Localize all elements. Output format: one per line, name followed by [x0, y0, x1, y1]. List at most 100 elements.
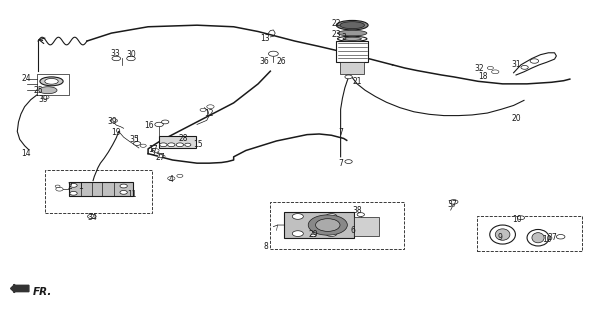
Ellipse shape [490, 225, 515, 244]
Circle shape [126, 56, 135, 61]
Ellipse shape [340, 22, 365, 29]
Circle shape [316, 219, 340, 231]
Text: 13: 13 [260, 34, 270, 43]
Circle shape [345, 75, 352, 79]
Text: 5: 5 [150, 148, 155, 156]
Circle shape [207, 105, 214, 108]
Text: 4: 4 [169, 174, 174, 184]
Text: 19: 19 [112, 128, 121, 137]
Ellipse shape [338, 30, 367, 36]
Circle shape [308, 215, 348, 235]
Text: 37: 37 [448, 200, 457, 209]
Circle shape [120, 184, 127, 188]
Text: 34: 34 [87, 213, 97, 222]
Circle shape [200, 108, 206, 111]
Text: FR.: FR. [33, 287, 53, 297]
Text: 14: 14 [21, 149, 31, 158]
Circle shape [492, 70, 499, 74]
Circle shape [133, 142, 141, 145]
Bar [159, 136, 196, 148]
Ellipse shape [495, 229, 510, 240]
Text: 23: 23 [332, 30, 341, 39]
Text: 37: 37 [548, 233, 558, 242]
Text: 12: 12 [204, 108, 214, 117]
Text: 28: 28 [179, 134, 188, 143]
Circle shape [177, 174, 183, 178]
Circle shape [70, 183, 77, 187]
Bar [69, 182, 133, 196]
Circle shape [311, 234, 316, 237]
Circle shape [120, 190, 127, 194]
Circle shape [152, 148, 159, 152]
Text: 3: 3 [341, 33, 346, 42]
Text: 16: 16 [144, 121, 154, 130]
Text: 17: 17 [148, 145, 158, 154]
Circle shape [110, 119, 117, 123]
Circle shape [326, 214, 337, 219]
Text: 25: 25 [33, 86, 43, 95]
Ellipse shape [39, 87, 57, 94]
Circle shape [345, 160, 352, 164]
Text: 6: 6 [351, 226, 356, 235]
Bar [270, 202, 403, 249]
Text: 10: 10 [542, 236, 551, 244]
Circle shape [292, 231, 303, 236]
Text: 15: 15 [193, 140, 203, 149]
Text: 31: 31 [511, 60, 521, 69]
Circle shape [161, 120, 169, 124]
Polygon shape [10, 284, 29, 292]
Ellipse shape [527, 229, 549, 246]
Circle shape [88, 214, 96, 219]
Circle shape [517, 216, 524, 220]
Circle shape [292, 214, 303, 219]
Text: 36: 36 [259, 57, 269, 66]
Text: 18: 18 [478, 72, 488, 81]
Ellipse shape [45, 78, 58, 84]
Circle shape [112, 56, 120, 61]
Circle shape [42, 95, 49, 99]
Text: 11: 11 [128, 190, 137, 199]
Circle shape [185, 143, 191, 146]
Text: 9: 9 [497, 233, 502, 242]
Text: 20: 20 [511, 114, 521, 123]
Circle shape [168, 177, 175, 180]
Bar [45, 171, 152, 213]
Text: 7: 7 [338, 159, 343, 168]
Circle shape [157, 155, 163, 158]
Text: 32: 32 [475, 63, 484, 73]
Text: 38: 38 [352, 206, 362, 215]
Circle shape [357, 213, 365, 216]
Circle shape [140, 144, 146, 147]
Circle shape [56, 187, 63, 191]
Circle shape [556, 235, 565, 239]
Ellipse shape [338, 36, 367, 41]
Text: 27: 27 [155, 153, 165, 162]
Text: 21: 21 [352, 77, 362, 86]
Text: 39: 39 [107, 117, 117, 126]
Circle shape [55, 185, 60, 188]
Text: 1: 1 [79, 182, 84, 191]
Circle shape [70, 191, 77, 195]
Circle shape [176, 143, 184, 147]
Text: 30: 30 [126, 50, 136, 59]
Circle shape [168, 143, 175, 147]
Text: 8: 8 [263, 242, 268, 251]
Ellipse shape [40, 77, 63, 86]
Bar [336, 41, 368, 62]
Circle shape [326, 231, 337, 236]
Circle shape [449, 200, 458, 204]
Text: 7: 7 [338, 128, 343, 137]
Text: 26: 26 [276, 57, 286, 66]
Text: 24: 24 [21, 74, 31, 83]
Text: 22: 22 [332, 19, 341, 28]
Ellipse shape [336, 20, 368, 30]
Text: 39: 39 [38, 95, 48, 104]
Ellipse shape [532, 233, 544, 243]
Circle shape [530, 59, 538, 63]
Circle shape [160, 143, 167, 147]
Text: 2: 2 [68, 181, 72, 190]
Circle shape [155, 122, 163, 127]
Bar [477, 216, 582, 252]
Text: 35: 35 [130, 135, 139, 144]
Bar [340, 62, 365, 74]
